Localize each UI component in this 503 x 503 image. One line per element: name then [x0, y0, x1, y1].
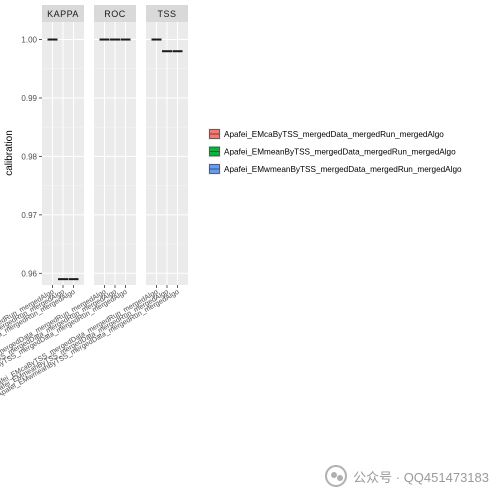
y-tick-label: 0.98: [21, 152, 37, 161]
legend-label: Apafei_EMcaByTSS_mergedData_mergedRun_me…: [224, 130, 444, 139]
legend-entry: Apafei_EMwmeanByTSS_mergedData_mergedRun…: [208, 163, 462, 175]
legend-label: Apafei_EMwmeanByTSS_mergedData_mergedRun…: [224, 165, 462, 174]
facet-panel-tss: TSS: [146, 5, 188, 285]
legend-entry: Apafei_EMmeanByTSS_mergedData_mergedRun_…: [208, 145, 456, 158]
facet-panel-roc: ROC: [94, 5, 136, 285]
y-axis-title: calibration: [4, 130, 15, 176]
facet-strip-label: TSS: [157, 9, 176, 19]
y-tick-label: 0.96: [21, 269, 37, 278]
facet-panel-kappa: KAPPA: [42, 5, 84, 285]
legend-label: Apafei_EMmeanByTSS_mergedData_mergedRun_…: [224, 148, 456, 157]
watermark: 公众号 · QQ451473183: [325, 465, 489, 487]
wechat-icon: [325, 465, 348, 487]
legend-entry: Apafei_EMcaByTSS_mergedData_mergedRun_me…: [208, 128, 444, 140]
y-tick-label: 0.97: [21, 211, 37, 220]
facet-strip: [42, 5, 84, 22]
y-tick-label: 1.00: [21, 36, 37, 45]
facet-strip: [146, 5, 188, 22]
legend: Apafei_EMcaByTSS_mergedData_mergedRun_me…: [208, 128, 462, 175]
watermark-text: 公众号 · QQ451473183: [353, 469, 489, 485]
y-axis: 0.96 0.97 0.98 0.99 1.00: [21, 36, 42, 278]
facet-panels: KAPPA ROC TSS: [42, 5, 188, 285]
facet-strip: [94, 5, 136, 22]
x-axis: Apafei_EMcaByTSS_mergedData_mergedRun_me…: [0, 285, 180, 399]
facet-strip-label: KAPPA: [47, 9, 79, 19]
facet-strip-label: ROC: [104, 9, 126, 19]
y-tick-label: 0.99: [21, 94, 37, 103]
